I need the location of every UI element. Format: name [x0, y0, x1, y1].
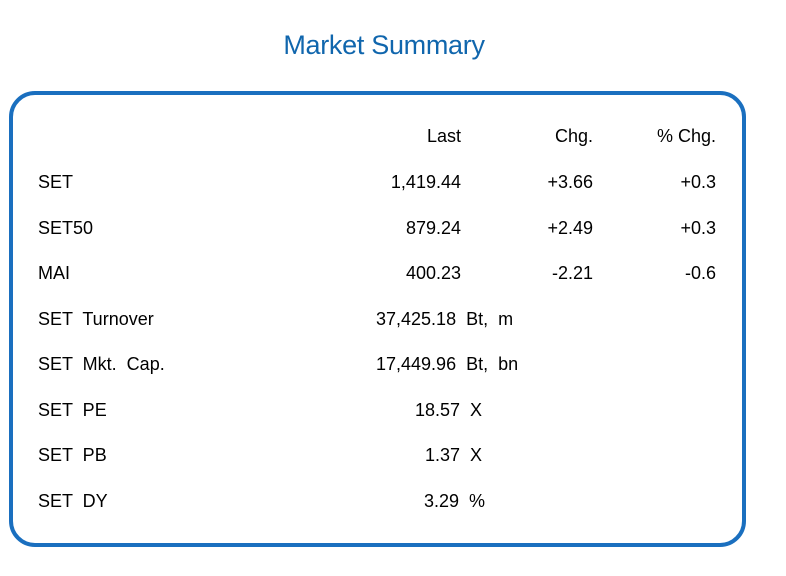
- row-label-pb: SET PB: [38, 445, 107, 465]
- row-label-dy: SET DY: [38, 491, 108, 511]
- row-pct-set50: +0.3: [680, 218, 716, 238]
- page-title: Market Summary: [283, 30, 485, 60]
- row-pct-mai: -0.6: [684, 263, 716, 283]
- row-value-dy: 3.29 %: [424, 491, 486, 511]
- row-label-pe: SET PE: [38, 400, 107, 420]
- row-label-set: SET: [38, 172, 74, 192]
- row-last-set: 1,419.44: [390, 172, 461, 192]
- row-chg-set50: +2.49: [547, 218, 593, 238]
- row-label-mai: MAI: [38, 263, 71, 283]
- header-pct-chg: % Chg.: [656, 126, 716, 146]
- row-label-turnover: SET Turnover: [38, 309, 154, 329]
- row-value-pb: 1.37 X: [425, 445, 483, 465]
- row-chg-mai: -2.21: [551, 263, 593, 283]
- summary-panel: [9, 91, 746, 547]
- row-chg-set: +3.66: [547, 172, 593, 192]
- row-value-turnover: 37,425.18 Bt, m: [376, 309, 514, 329]
- row-label-set50: SET50: [38, 218, 94, 238]
- row-label-mkt-cap: SET Mkt. Cap.: [38, 354, 165, 374]
- row-value-mkt-cap: 17,449.96 Bt, bn: [376, 354, 519, 374]
- header-chg: Chg.: [554, 126, 593, 146]
- row-last-mai: 400.23: [405, 263, 461, 283]
- row-value-pe: 18.57 X: [415, 400, 483, 420]
- header-last: Last: [426, 126, 461, 146]
- row-last-set50: 879.24: [405, 218, 461, 238]
- row-pct-set: +0.3: [680, 172, 716, 192]
